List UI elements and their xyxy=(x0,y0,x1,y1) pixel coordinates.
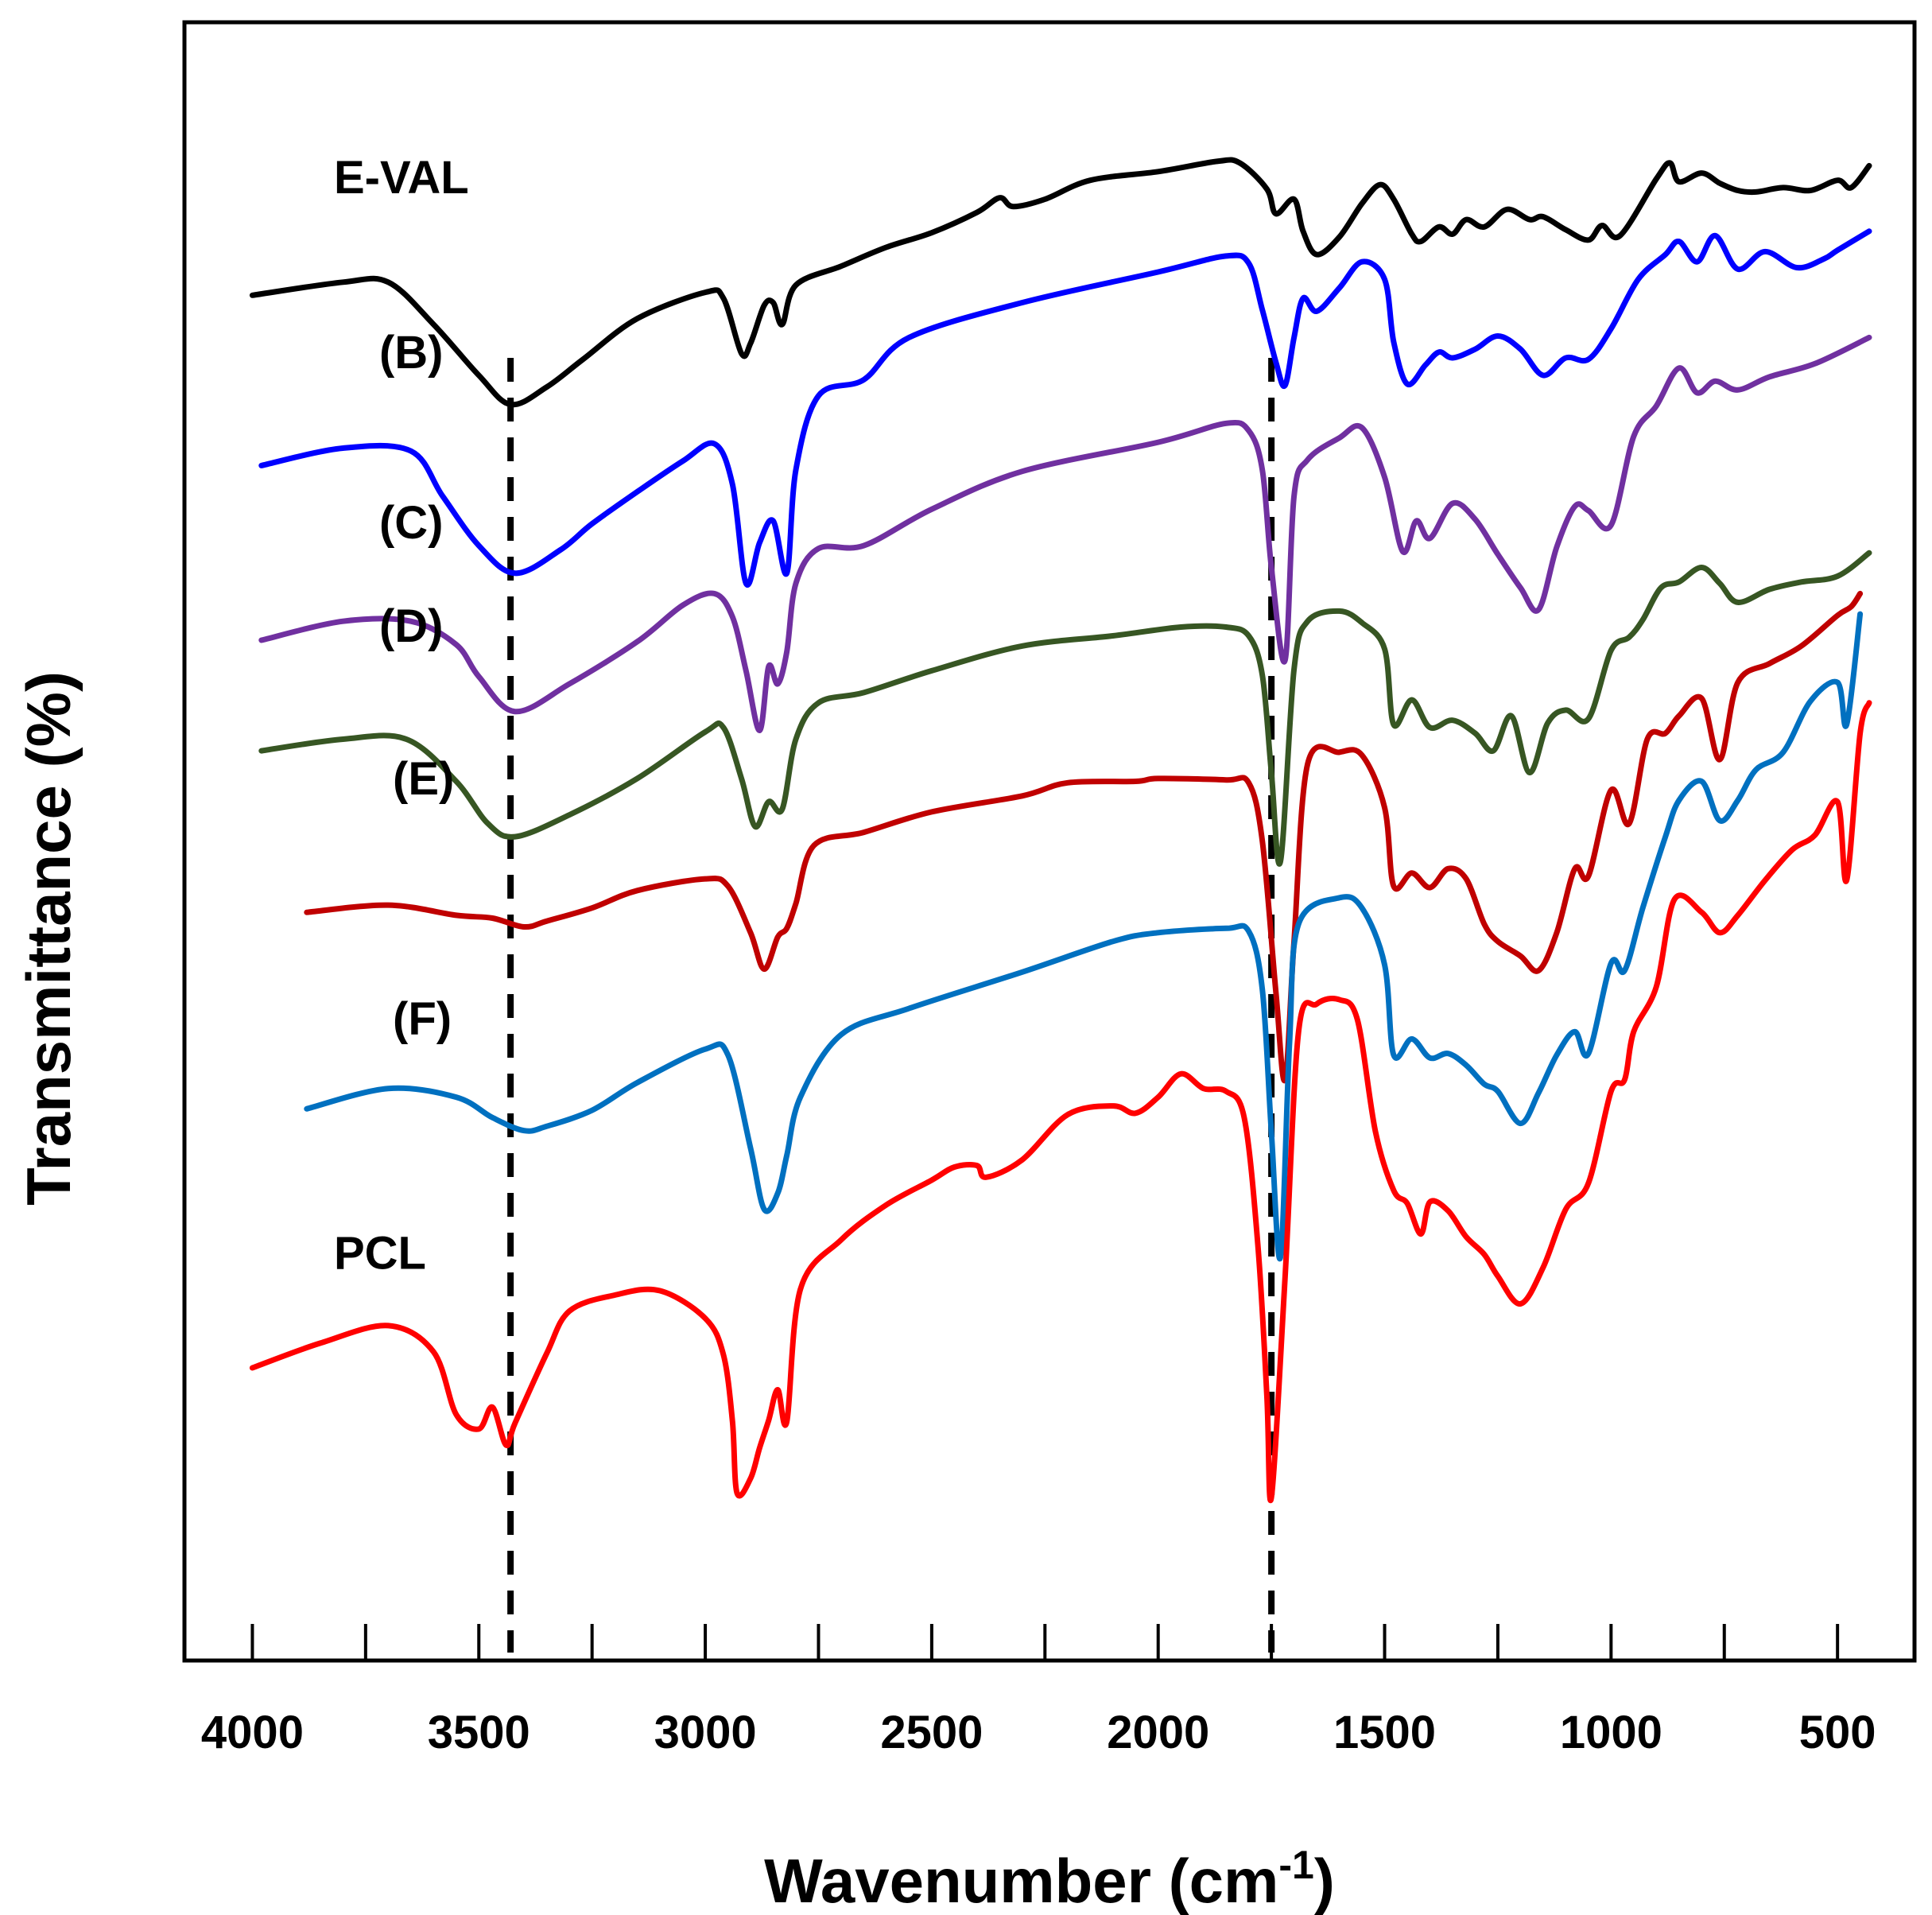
series-line-e xyxy=(304,590,1864,1084)
series-label-pcl: PCL xyxy=(334,1228,426,1280)
series-label-eval: E-VAL xyxy=(334,152,469,204)
x-axis-ticks: 4000 3500 3000 2500 2000 1500 1000 500 xyxy=(201,1624,1876,1758)
x-tick-label-3500: 3500 xyxy=(428,1707,530,1758)
plot-frame xyxy=(182,20,1917,1663)
x-tick-label-500: 500 xyxy=(1799,1707,1876,1758)
series-line-f xyxy=(304,611,1864,1262)
x-tick-label-1000: 1000 xyxy=(1560,1707,1662,1758)
series-line-d xyxy=(258,550,1872,867)
series-label-d: (D) xyxy=(379,600,444,652)
series-label-b: (B) xyxy=(379,327,444,379)
series-label-f: (F) xyxy=(393,993,452,1045)
x-tick-label-4000: 4000 xyxy=(201,1707,304,1758)
series-label-e: (E) xyxy=(393,753,454,805)
x-tick-label-2000: 2000 xyxy=(1107,1707,1209,1758)
y-axis-title: Transmittance (%) xyxy=(14,671,83,1206)
spectra-series xyxy=(249,157,1872,1503)
x-tick-label-1500: 1500 xyxy=(1333,1707,1436,1758)
series-line-pcl xyxy=(249,700,1872,1503)
x-axis-title: Wavenumber (cm-1) xyxy=(764,1843,1335,1915)
x-tick-label-3000: 3000 xyxy=(654,1707,757,1758)
series-labels: E-VAL (B) (C) (D) (E) (F) PCL xyxy=(334,152,469,1279)
x-tick-label-2500: 2500 xyxy=(880,1707,983,1758)
series-line-c xyxy=(258,334,1872,734)
series-label-c: (C) xyxy=(379,497,444,549)
x-axis-title-superscript: -1 xyxy=(1278,1843,1313,1887)
series-line-b xyxy=(258,228,1872,588)
series-line-eval xyxy=(249,157,1872,408)
reference-lines xyxy=(507,358,1275,1653)
